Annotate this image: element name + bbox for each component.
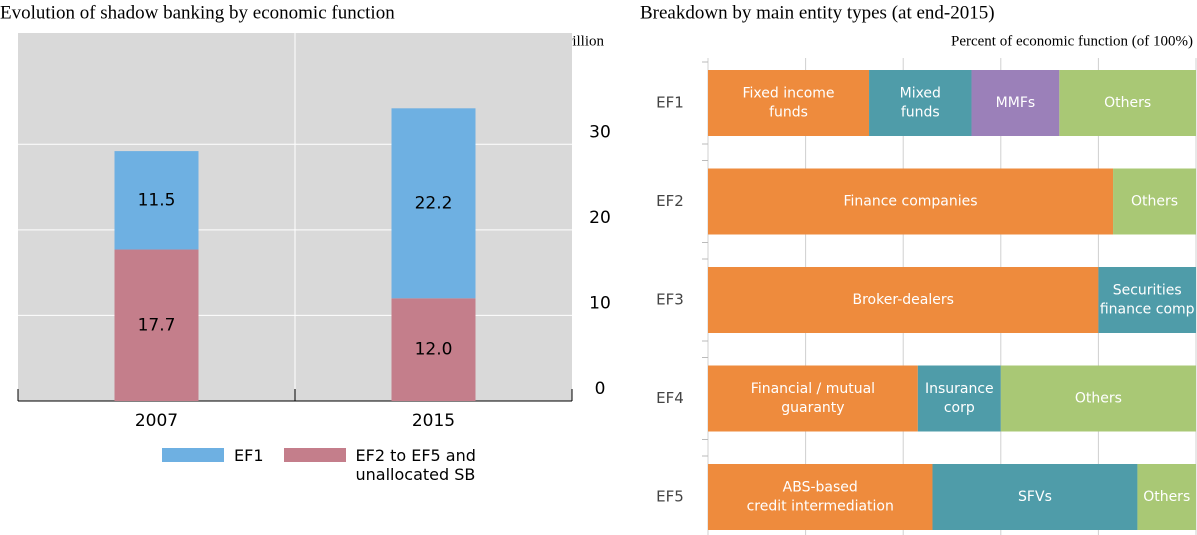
segment-label: Mixed funds — [900, 86, 941, 121]
segment-label-line: Others — [1143, 489, 1190, 505]
segment-label: Financial / mutual guaranty — [751, 381, 875, 416]
segment-label: Others — [1143, 489, 1190, 505]
y-tick-label: 20 — [589, 208, 611, 228]
data-label: 11.5 — [138, 190, 176, 210]
segment-label-line: ABS-based — [783, 480, 858, 496]
segment-label-line: Mixed — [900, 86, 941, 102]
bar-segment — [1098, 267, 1196, 333]
y-tick-label: EF2 — [656, 192, 684, 210]
bar-segment — [708, 365, 918, 432]
segment-label: Fixed income funds — [743, 86, 835, 121]
segment-label-line: Securities — [1113, 283, 1182, 299]
bar-segment — [917, 365, 1001, 432]
legend-label: EF1 — [234, 446, 264, 465]
segment-label-line: Fixed income — [743, 86, 835, 102]
segment-label-line: guaranty — [781, 400, 844, 416]
segment-label: Securities finance comp — [1100, 283, 1195, 318]
bar-segment — [932, 464, 1138, 530]
segment-label: ABS-based credit intermediation — [747, 480, 894, 515]
legend-item: EF2 to EF5 and unallocated SB — [283, 446, 556, 484]
legend-swatch — [162, 448, 224, 462]
data-label: 17.7 — [138, 315, 176, 335]
segment-label-line: corp — [944, 400, 975, 416]
bar-segment — [1000, 365, 1196, 432]
x-tick-label: 2007 — [135, 411, 178, 431]
segment-label: SFVs — [1018, 489, 1052, 505]
segment-label-line: Broker-dealers — [853, 292, 954, 308]
segment-label: Others — [1131, 194, 1178, 210]
y-tick-label: 0 — [595, 379, 606, 399]
segment-label-line: Others — [1131, 194, 1178, 210]
legend: EF1 EF2 to EF5 and unallocated SB — [162, 446, 556, 484]
bar-segment — [1137, 464, 1196, 530]
segment-label: Broker-dealers — [853, 292, 954, 308]
y-tick-label: 30 — [589, 122, 611, 142]
bar-segment — [708, 267, 1099, 333]
legend-label: EF2 to EF5 and unallocated SB — [355, 446, 476, 484]
bar-segment — [1113, 168, 1196, 235]
segment-label-line: Others — [1104, 95, 1151, 111]
legend-item: EF1 — [162, 446, 264, 484]
data-label: 12.0 — [415, 340, 453, 360]
bar-segment — [114, 249, 199, 401]
segment-label-line: credit intermediation — [747, 499, 894, 515]
segment-label-line: finance comp — [1100, 302, 1195, 318]
bar-segment — [391, 108, 476, 299]
row-bracket — [702, 258, 708, 342]
row-bracket — [702, 455, 708, 457]
segment-label-line: Insurance — [925, 381, 994, 397]
bar-segment — [971, 70, 1060, 136]
segment-label-line: SFVs — [1018, 489, 1052, 505]
data-label: 22.2 — [415, 193, 453, 213]
x-axis-label: Percent of economic function (of 100%) — [951, 33, 1193, 49]
bar-segment — [708, 168, 1114, 235]
row-bracket — [702, 160, 708, 243]
segment-label-line: Finance companies — [843, 194, 977, 210]
bar-segment — [391, 298, 476, 401]
bar-segment — [708, 464, 933, 530]
segment-label: Insurance corp — [925, 381, 994, 416]
segment-label-line: Financial / mutual — [751, 381, 875, 397]
bar-segment — [1059, 70, 1196, 136]
segment-label-line: funds — [769, 105, 808, 121]
segment-label: Others — [1104, 95, 1151, 111]
y-tick-label: EF5 — [656, 488, 684, 506]
y-tick-label: 10 — [589, 293, 611, 313]
segment-label-line: funds — [901, 105, 940, 121]
segment-label-line: MMFs — [996, 95, 1036, 111]
row-bracket — [702, 357, 708, 440]
segment-label: Others — [1075, 391, 1122, 407]
bar-segment — [708, 70, 870, 136]
x-tick-label: 2015 — [412, 411, 455, 431]
y-tick-label: EF3 — [656, 291, 684, 309]
segment-label: Finance companies — [843, 194, 977, 210]
segment-label: MMFs — [996, 95, 1036, 111]
bar-segment — [114, 151, 199, 250]
bar-segment — [869, 70, 972, 136]
chart-title: Evolution of shadow banking by economic … — [0, 2, 395, 23]
chart-title: Breakdown by main entity types (at end-2… — [640, 2, 995, 23]
y-tick-label: EF1 — [656, 94, 684, 112]
segment-label-line: Others — [1075, 391, 1122, 407]
y-tick-label: EF4 — [656, 389, 684, 407]
legend-swatch — [283, 448, 346, 462]
row-bracket — [702, 61, 708, 145]
